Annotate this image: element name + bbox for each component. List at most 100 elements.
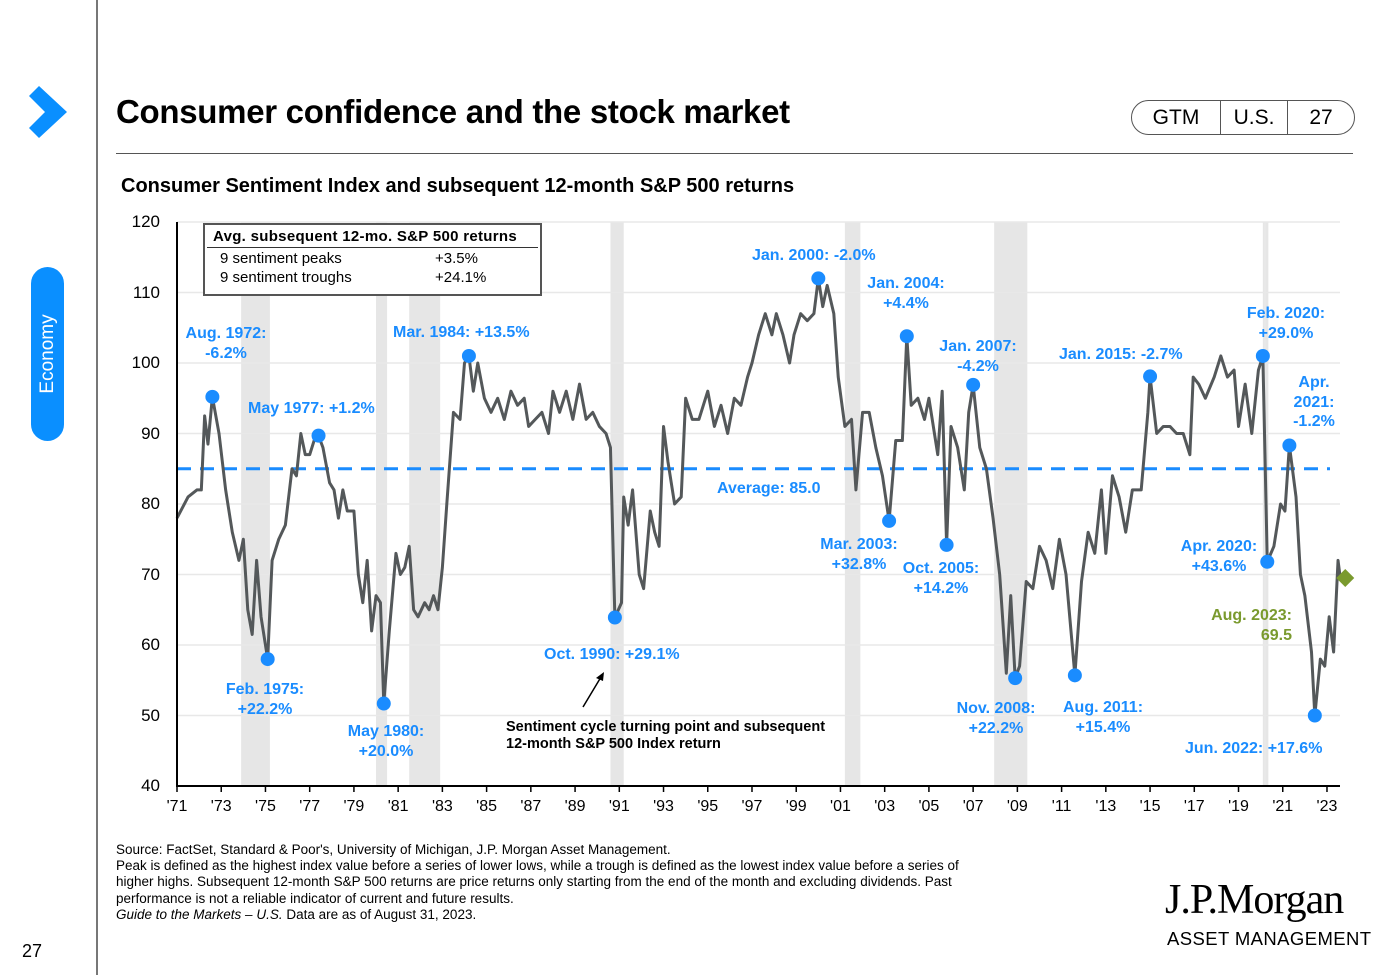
annotation-may-1977: May 1977: +1.2% — [248, 400, 375, 417]
x-tick-label: '97 — [741, 798, 763, 815]
latest-value-marker — [1336, 569, 1355, 588]
x-tick-label: '07 — [962, 798, 984, 815]
x-tick-label: '19 — [1228, 798, 1249, 815]
peak-marker — [311, 428, 326, 443]
returns-row-troughs: 9 sentiment troughs +24.1% — [205, 267, 540, 286]
gtm-badge: GTM U.S. 27 — [1131, 100, 1355, 135]
peak-marker — [1143, 369, 1158, 384]
x-tick-label: '73 — [210, 798, 232, 815]
footnote-source: Source: FactSet, Standard & Poor's, Univ… — [116, 842, 671, 857]
header-rule — [116, 153, 1353, 154]
annotation-mar-2003: Mar. 2003: +32.8% — [820, 536, 898, 573]
footnote-guide: Guide to the Markets – U.S. Data are as … — [116, 906, 477, 922]
y-tick-label: 100 — [131, 353, 160, 372]
trough-marker — [939, 537, 954, 552]
peak-marker — [966, 377, 981, 392]
footnote-line: performance is not a reliable indicator … — [116, 890, 514, 906]
average-label: Average: 85.0 — [717, 480, 821, 497]
annotation-aug-1972: Aug. 1972: -6.2% — [185, 325, 267, 362]
chevron-right-icon — [29, 86, 67, 138]
peak-marker — [1255, 348, 1270, 363]
returns-row-peaks: 9 sentiment peaks +3.5% — [205, 248, 540, 267]
x-tick-label: '75 — [255, 798, 276, 815]
page-title: Consumer confidence and the stock market — [116, 93, 790, 130]
annotation-jan-2000: Jan. 2000: -2.0% — [752, 247, 876, 264]
footnote-line: higher highs. Subsequent 12-month S&P 50… — [116, 874, 952, 890]
x-tick-label: '95 — [697, 798, 719, 815]
logo-subtitle: ASSET MANAGEMENT — [1167, 928, 1372, 949]
page-number: 27 — [22, 941, 43, 961]
trough-marker — [1260, 554, 1275, 569]
footnotes: Source: FactSet, Standard & Poor's, Univ… — [116, 842, 1116, 923]
row-label: 9 sentiment peaks — [220, 250, 342, 267]
badge-region: U.S. — [1221, 101, 1288, 134]
y-tick-label: 80 — [141, 494, 160, 513]
annotation-jun-2022: Jun. 2022: +17.6% — [1185, 740, 1323, 757]
sidebar-divider — [96, 0, 98, 975]
x-tick-label: '17 — [1183, 798, 1205, 815]
chart-note: Sentiment cycle turning point and subseq… — [506, 719, 826, 752]
x-tick-label: '71 — [166, 798, 188, 815]
y-tick-label: 120 — [131, 212, 160, 231]
annotation-mar-1984: Mar. 1984: +13.5% — [393, 324, 530, 341]
y-tick-label: 50 — [141, 705, 160, 725]
trough-marker — [1067, 668, 1082, 683]
annotation-oct-1990: Oct. 1990: +29.1% — [544, 646, 680, 663]
x-tick-label: '87 — [520, 798, 542, 815]
y-tick-label: 70 — [141, 564, 160, 584]
trough-marker — [260, 652, 275, 667]
trough-marker — [376, 696, 391, 711]
annotation-apr-2021: Apr. 2021: -1.2% — [1293, 374, 1335, 430]
jpmorgan-logo: J.P.Morgan — [1165, 877, 1344, 923]
y-tick-label: 90 — [141, 423, 160, 443]
peak-marker — [899, 329, 914, 344]
note-arrowhead — [596, 672, 604, 681]
returns-table-header: Avg. subsequent 12-mo. S&P 500 returns — [207, 225, 538, 248]
badge-gtm: GTM — [1132, 101, 1221, 134]
x-tick-label: '11 — [1051, 798, 1072, 815]
section-tab-economy[interactable]: Economy — [31, 267, 64, 441]
row-value: +3.5% — [435, 250, 478, 267]
x-tick-label: '21 — [1272, 798, 1294, 815]
annotation-jan-2007: Jan. 2007: -4.2% — [939, 338, 1017, 375]
returns-table: Avg. subsequent 12-mo. S&P 500 returns 9… — [203, 223, 542, 296]
peak-marker — [811, 271, 826, 286]
x-tick-label: '91 — [608, 798, 630, 815]
peak-marker — [205, 389, 220, 404]
annotation-feb-2020: Feb. 2020: +29.0% — [1246, 305, 1326, 342]
y-tick-label: 40 — [141, 776, 160, 795]
y-tick-label: 60 — [141, 635, 160, 654]
note-arrow — [582, 676, 602, 708]
annotation-may-1980: May 1980: +20.0% — [347, 723, 425, 760]
x-tick-label: '81 — [387, 798, 409, 815]
annotation-aug-2023: Aug. 2023: 69.5 — [1211, 607, 1292, 644]
annotation-aug-2011: Aug. 2011: +15.4% — [1062, 699, 1144, 736]
annotation-jan-2004: Jan. 2004: +4.4% — [867, 275, 945, 312]
row-label: 9 sentiment troughs — [220, 269, 352, 286]
chart-title: Consumer Sentiment Index and subsequent … — [121, 175, 795, 197]
x-tick-label: '93 — [653, 798, 674, 815]
x-tick-label: '79 — [343, 798, 365, 815]
annotation-oct-2005: Oct. 2005: +14.2% — [902, 560, 980, 597]
x-tick-label: '23 — [1316, 798, 1338, 815]
x-tick-label: '89 — [564, 798, 586, 815]
annotation-feb-1975: Feb. 1975: +22.2% — [225, 681, 305, 718]
x-tick-label: '01 — [830, 798, 851, 815]
row-value: +24.1% — [435, 269, 487, 286]
trough-marker — [882, 513, 897, 528]
x-tick-label: '09 — [1006, 798, 1028, 815]
peak-marker — [461, 348, 476, 363]
x-tick-label: '85 — [476, 798, 498, 815]
footnote-line: Peak is defined as the highest index val… — [116, 858, 959, 874]
peak-marker — [1282, 438, 1297, 453]
trough-marker — [1008, 671, 1023, 686]
x-tick-label: '03 — [874, 798, 896, 815]
x-tick-label: '15 — [1139, 798, 1161, 815]
x-tick-label: '99 — [785, 798, 807, 815]
x-tick-label: '13 — [1095, 798, 1117, 815]
x-tick-label: '83 — [431, 798, 453, 815]
badge-page: 27 — [1309, 105, 1333, 129]
trough-marker — [1307, 708, 1322, 723]
annotation-nov-2008: Nov. 2008: +22.2% — [956, 700, 1036, 737]
